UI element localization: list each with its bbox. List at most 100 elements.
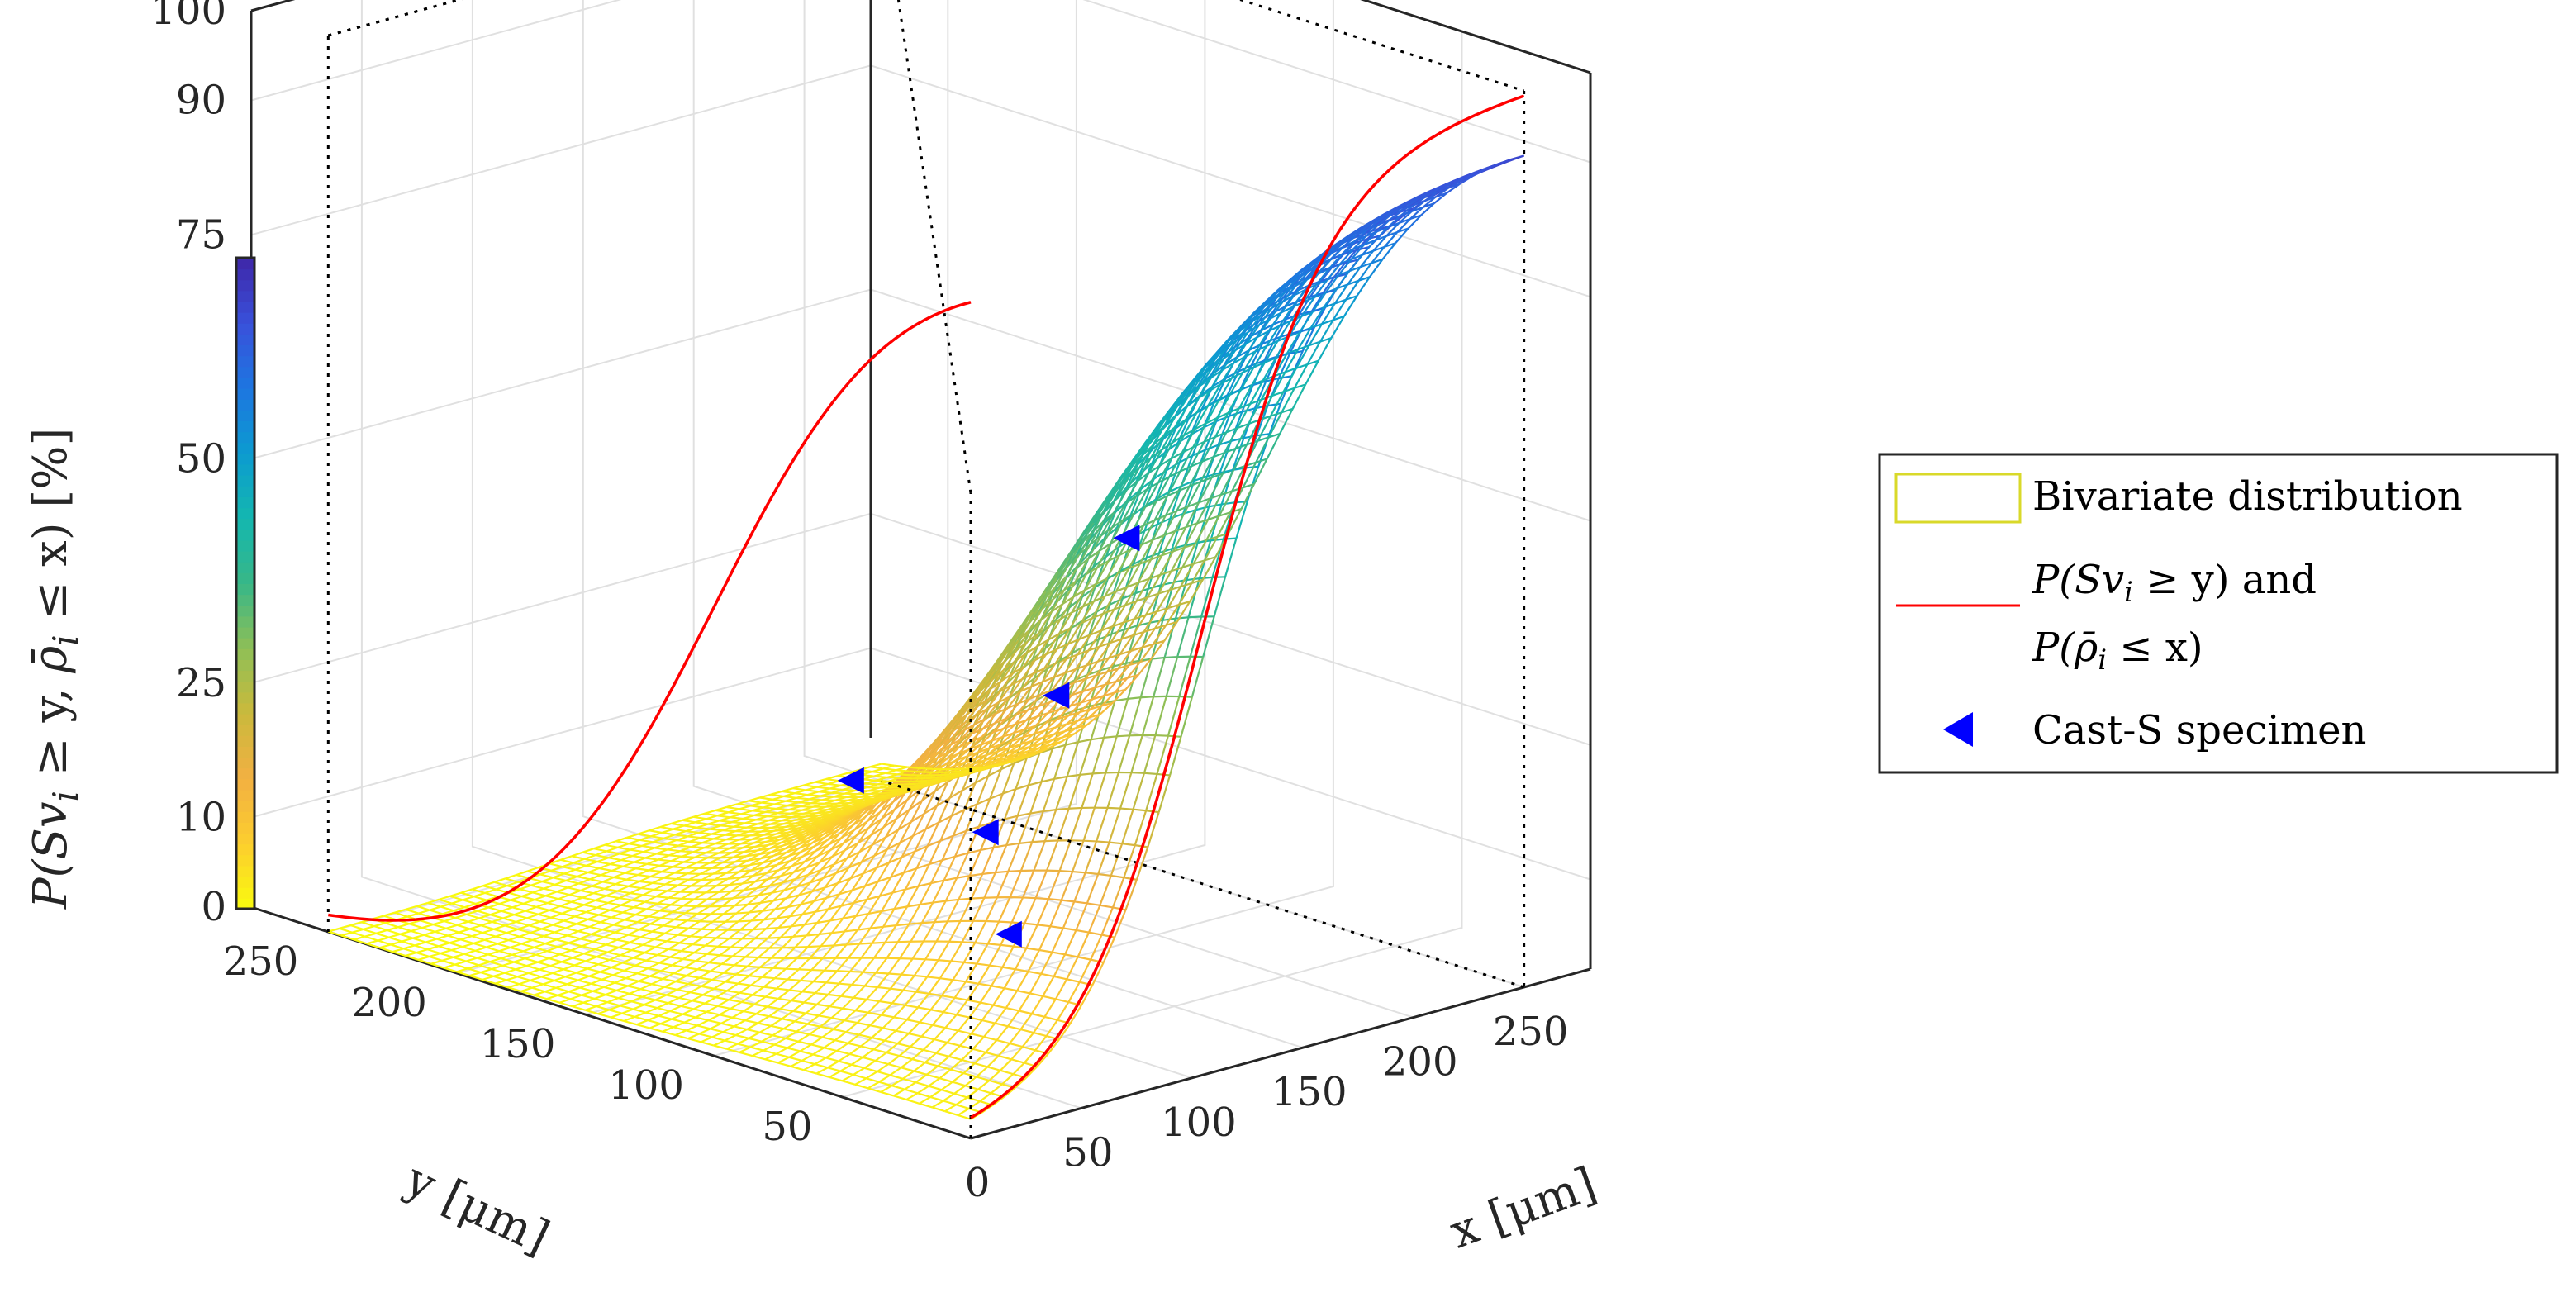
surface-line-y <box>1191 656 1205 698</box>
surface-line-x <box>1062 927 1077 931</box>
surface-line-y <box>824 957 837 972</box>
surface-line-x <box>906 903 920 908</box>
surface-line-y <box>1053 744 1067 780</box>
surface-line-y <box>990 1083 1003 1095</box>
surface-line-y <box>550 961 563 967</box>
surface-line-y <box>768 937 782 949</box>
surface-line-x <box>743 1010 757 1015</box>
surface-line-y <box>1165 510 1177 517</box>
surface-line-y <box>609 954 621 961</box>
surface-line-y <box>1174 526 1186 533</box>
surface-line-y <box>663 981 677 988</box>
surface-line-x <box>652 881 666 886</box>
surface-line-y <box>715 990 728 999</box>
surface-line-x <box>530 884 544 890</box>
surface-line-x <box>639 880 653 884</box>
surface-line-x <box>1242 407 1256 413</box>
surface-line-x <box>770 1024 784 1030</box>
surface-line-x <box>925 777 939 780</box>
surface-line-x <box>807 945 821 948</box>
surface-line-x <box>1381 207 1396 217</box>
surface-line-y <box>1142 643 1154 648</box>
surface-line-y <box>770 947 783 959</box>
surface-line-x <box>435 930 449 937</box>
surface-line-x <box>815 908 829 913</box>
surface-line-x <box>1023 896 1036 900</box>
surface-line-y <box>1220 490 1233 496</box>
surface-line-x <box>1181 428 1196 454</box>
surface-line-y <box>1057 643 1069 650</box>
surface-line-y <box>1279 320 1291 327</box>
surface-line-x <box>620 1005 634 1010</box>
surface-line-y <box>1091 612 1104 620</box>
surface-line-x <box>1109 841 1123 845</box>
surface-line-x <box>482 885 497 891</box>
surface-line-x <box>466 913 480 919</box>
surface-line-y <box>1156 735 1169 775</box>
surface-line-x <box>1317 259 1332 275</box>
surface-line-x <box>638 833 652 838</box>
surface-line-x <box>794 792 808 796</box>
surface-line-y <box>639 923 651 931</box>
surface-line-x <box>956 732 971 746</box>
surface-line-y <box>1321 319 1333 325</box>
surface-line-x <box>640 988 654 993</box>
surface-line-x <box>1135 472 1150 497</box>
surface-line-x <box>673 828 687 833</box>
surface-line-x <box>839 804 852 808</box>
surface-line-x <box>736 973 749 977</box>
surface-line-x <box>816 810 829 815</box>
surface-line-y <box>858 834 872 853</box>
surface-line-x <box>1035 897 1049 900</box>
surface-line-x <box>1214 341 1229 359</box>
surface-line-y <box>589 921 601 928</box>
surface-line-x <box>778 865 792 872</box>
surface-line-x <box>1267 402 1281 407</box>
surface-line-y <box>611 962 623 969</box>
surface-line-x <box>1411 200 1426 212</box>
surface-line-y <box>787 894 800 908</box>
surface-line-y <box>1040 748 1053 782</box>
surface-line-x <box>1344 259 1359 264</box>
surface-line-y <box>427 945 440 951</box>
surface-line-x <box>1029 681 1043 700</box>
surface-line-y <box>684 1016 696 1024</box>
surface-line-x <box>580 938 594 943</box>
surface-line-x <box>917 1006 931 1011</box>
surface-line-y <box>948 1045 961 1057</box>
surface-line-x <box>990 669 1005 690</box>
surface-line-x <box>520 888 534 894</box>
surface-line-x <box>1059 596 1075 620</box>
surface-line-x <box>364 935 378 942</box>
surface-line-x <box>749 975 763 978</box>
surface-line-y <box>1202 616 1215 658</box>
surface-line-x <box>1142 428 1157 449</box>
surface-line-x <box>897 1043 911 1048</box>
surface-line-y <box>867 1081 880 1090</box>
surface-line-x <box>685 912 698 915</box>
surface-line-x <box>631 949 645 954</box>
surface-line-x <box>739 869 752 873</box>
surface-line-x <box>840 1070 854 1076</box>
surface-line-y <box>659 860 672 867</box>
surface-line-x <box>1061 899 1075 903</box>
surface-line-x <box>1212 348 1227 368</box>
surface-line-y <box>725 973 737 983</box>
surface-line-x <box>791 1000 805 1004</box>
surface-line-x <box>1018 739 1033 751</box>
surface-line-y <box>489 957 501 963</box>
surface-line-x <box>824 1047 838 1052</box>
surface-line-x <box>349 924 364 930</box>
surface-line-y <box>1130 734 1143 773</box>
surface-line-y <box>776 1047 788 1055</box>
surface-line-x <box>1057 705 1072 720</box>
surface-line-y <box>658 854 670 861</box>
surface-line-x <box>952 1081 966 1087</box>
surface-line-x <box>708 962 722 965</box>
surface-line-x <box>1132 615 1147 636</box>
surface-line-x <box>704 812 718 817</box>
surface-line-x <box>563 919 577 925</box>
surface-line-x <box>1368 215 1383 226</box>
surface-line-x <box>949 729 964 746</box>
surface-line-y <box>737 975 750 985</box>
